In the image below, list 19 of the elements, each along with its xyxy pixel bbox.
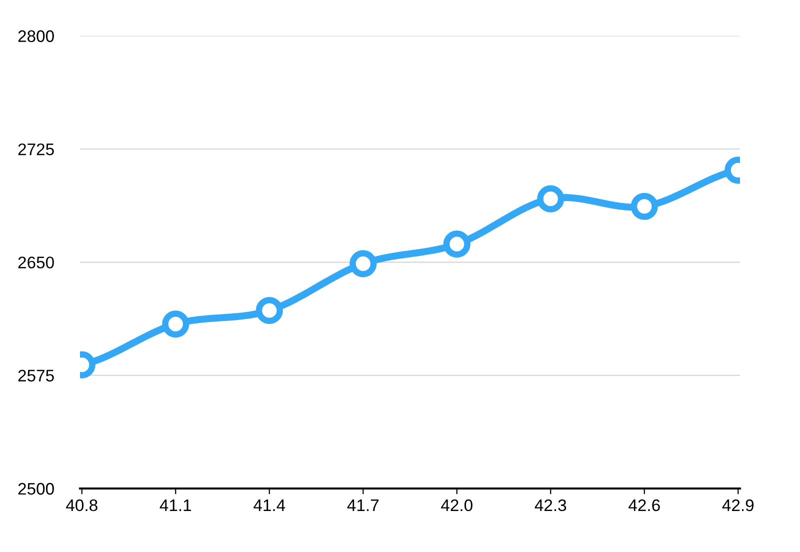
point: [350, 250, 377, 278]
x-tick-label: 42.6: [628, 499, 660, 512]
x-tick-label: 41.7: [347, 500, 379, 512]
x-tick-label: 41.1: [160, 500, 192, 512]
x-tick-label: 42.9: [722, 499, 754, 512]
point: [256, 296, 283, 324]
x-tick-label: 40.8: [66, 499, 98, 512]
y-tick-label: 2575: [18, 370, 54, 382]
point: [537, 185, 564, 212]
point: [443, 230, 470, 258]
point: [630, 192, 658, 220]
x-tick-label: 41.4: [254, 500, 286, 512]
y-tick-label: 2500: [18, 482, 54, 495]
x-tick-label: 42.3: [534, 499, 566, 512]
y-tick-label: 2800: [18, 30, 54, 42]
point: [162, 310, 190, 338]
y-tick-label: 2650: [18, 256, 54, 268]
x-tick-label: 42.0: [441, 499, 472, 512]
y-tick-label: 2725: [18, 143, 54, 156]
